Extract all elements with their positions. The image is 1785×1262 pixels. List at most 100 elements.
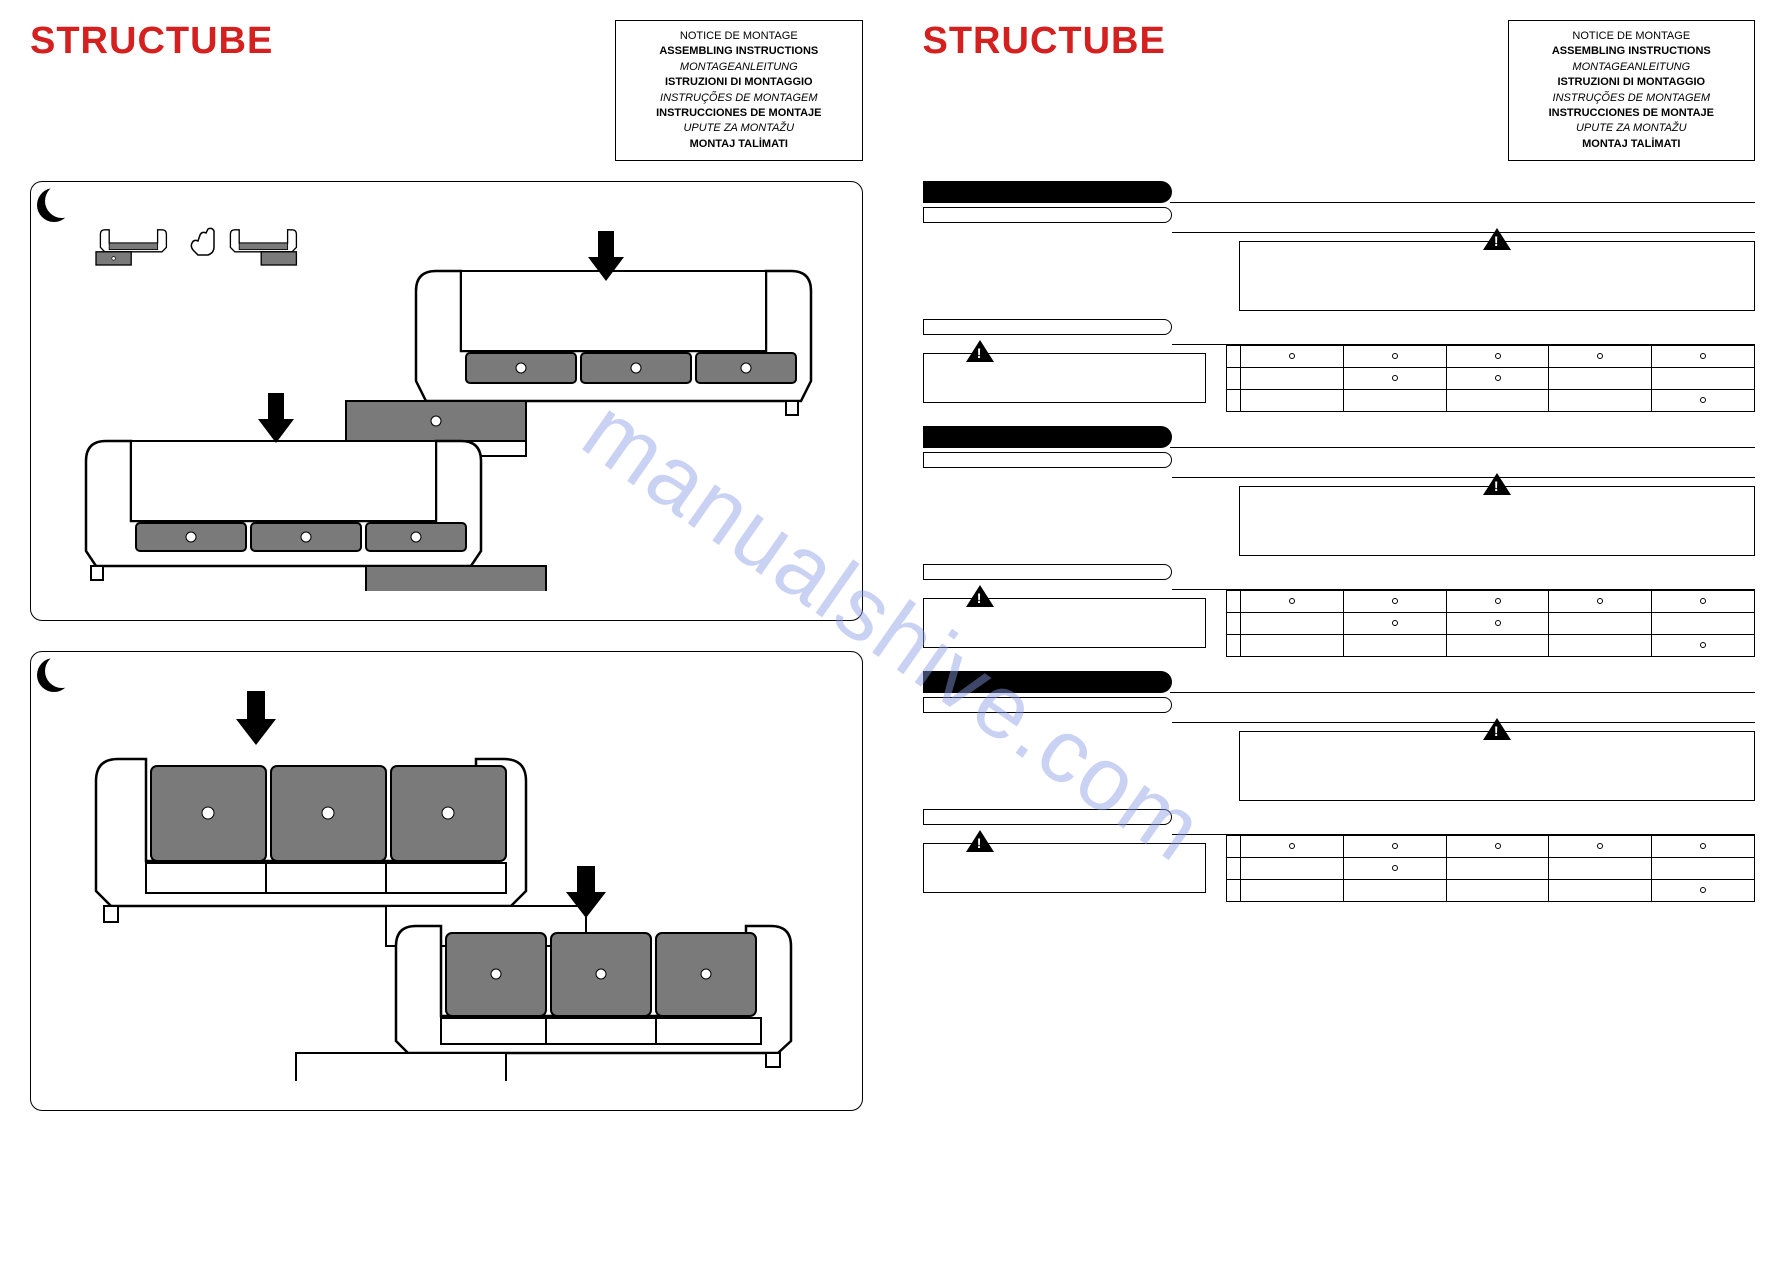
dot-icon bbox=[1495, 375, 1501, 381]
section-header-bar bbox=[923, 181, 1756, 203]
warning-box bbox=[1239, 241, 1755, 311]
table-cell bbox=[1241, 613, 1344, 635]
warning-box bbox=[923, 353, 1206, 403]
table-cell bbox=[1446, 346, 1549, 368]
dot-icon bbox=[1392, 620, 1398, 626]
table-cell bbox=[1446, 858, 1549, 880]
dot-icon bbox=[1495, 843, 1501, 849]
dot-icon bbox=[1392, 375, 1398, 381]
spec-table bbox=[1226, 345, 1755, 412]
table-cell bbox=[1343, 368, 1446, 390]
lang-line: ISTRUZIONI DI MONTAGGIO bbox=[1549, 75, 1714, 90]
table-cell bbox=[1446, 368, 1549, 390]
dot-icon bbox=[1597, 598, 1603, 604]
dot-icon bbox=[1495, 598, 1501, 604]
table-cell bbox=[1652, 635, 1755, 657]
table-cell bbox=[1652, 346, 1755, 368]
assembly-step-panel bbox=[30, 181, 863, 621]
table-cell bbox=[1652, 858, 1755, 880]
brand-logo: STRUCTUBE bbox=[30, 20, 273, 63]
lang-line: NOTICE DE MONTAGE bbox=[1549, 29, 1714, 44]
dot-icon bbox=[1392, 353, 1398, 359]
lang-line: INSTRUCCIONES DE MONTAJE bbox=[656, 106, 821, 121]
table-cell bbox=[1446, 591, 1549, 613]
lang-line: MONTAJ TALİMATI bbox=[656, 137, 821, 152]
section-header-bar bbox=[923, 426, 1756, 448]
table-cell bbox=[1446, 635, 1549, 657]
table-cell bbox=[1226, 836, 1241, 858]
dot-icon bbox=[1597, 843, 1603, 849]
table-cell bbox=[1241, 346, 1344, 368]
table-cell bbox=[1226, 390, 1241, 412]
table-cell bbox=[1652, 368, 1755, 390]
assembly-step-panel bbox=[30, 651, 863, 1111]
section-subheader-bar bbox=[923, 564, 1756, 590]
warning-icon bbox=[1483, 473, 1511, 495]
lang-line: MONTAGEANLEITUNG bbox=[656, 60, 821, 75]
table-cell bbox=[1652, 880, 1755, 902]
lang-line: ASSEMBLING INSTRUCTIONS bbox=[1549, 44, 1714, 59]
language-box: NOTICE DE MONTAGE ASSEMBLING INSTRUCTION… bbox=[615, 20, 862, 161]
dot-icon bbox=[1289, 843, 1295, 849]
dot-icon bbox=[1700, 353, 1706, 359]
table-cell bbox=[1241, 390, 1344, 412]
table-cell bbox=[1652, 591, 1755, 613]
table-cell bbox=[1226, 613, 1241, 635]
spec-sections bbox=[923, 181, 1756, 902]
table-cell bbox=[1549, 858, 1652, 880]
warning-box bbox=[923, 598, 1206, 648]
section-subheader-bar bbox=[923, 207, 1756, 233]
table-cell bbox=[1343, 591, 1446, 613]
warning-icon bbox=[1483, 718, 1511, 740]
spec-section bbox=[923, 181, 1756, 412]
table-cell bbox=[1241, 591, 1344, 613]
table-cell bbox=[1549, 390, 1652, 412]
table-cell bbox=[1446, 880, 1549, 902]
dot-icon bbox=[1700, 887, 1706, 893]
table-cell bbox=[1226, 635, 1241, 657]
warning-box bbox=[923, 843, 1206, 893]
dot-icon bbox=[1597, 353, 1603, 359]
spec-table bbox=[1226, 590, 1755, 657]
section-subheader-bar bbox=[923, 697, 1756, 723]
warning-icon bbox=[1483, 228, 1511, 250]
table-cell bbox=[1446, 390, 1549, 412]
section-header-bar bbox=[923, 671, 1756, 693]
page-header: STRUCTUBE NOTICE DE MONTAGE ASSEMBLING I… bbox=[923, 20, 1756, 161]
table-cell bbox=[1549, 635, 1652, 657]
warning-icon bbox=[966, 830, 994, 852]
sofa-seat-cushion-diagram bbox=[66, 211, 826, 591]
table-cell bbox=[1226, 858, 1241, 880]
dot-icon bbox=[1495, 353, 1501, 359]
page-right: STRUCTUBE NOTICE DE MONTAGE ASSEMBLING I… bbox=[893, 0, 1785, 1262]
table-cell bbox=[1343, 836, 1446, 858]
lang-line: INSTRUÇÕES DE MONTAGEM bbox=[656, 91, 821, 106]
dot-icon bbox=[1289, 598, 1295, 604]
lang-line: MONTAGEANLEITUNG bbox=[1549, 60, 1714, 75]
dot-icon bbox=[1700, 397, 1706, 403]
lang-line: INSTRUÇÕES DE MONTAGEM bbox=[1549, 91, 1714, 106]
dot-icon bbox=[1289, 353, 1295, 359]
page-header: STRUCTUBE NOTICE DE MONTAGE ASSEMBLING I… bbox=[30, 20, 863, 161]
dot-icon bbox=[1495, 620, 1501, 626]
warning-icon bbox=[966, 340, 994, 362]
spec-table bbox=[1226, 835, 1755, 902]
dot-icon bbox=[1392, 843, 1398, 849]
dot-icon bbox=[1392, 865, 1398, 871]
table-cell bbox=[1343, 635, 1446, 657]
table-cell bbox=[1652, 613, 1755, 635]
spec-section bbox=[923, 426, 1756, 657]
dot-icon bbox=[1700, 843, 1706, 849]
section-subheader-bar bbox=[923, 452, 1756, 478]
table-cell bbox=[1549, 613, 1652, 635]
table-cell bbox=[1549, 836, 1652, 858]
lang-line: UPUTE ZA MONTAŽU bbox=[656, 121, 821, 136]
table-cell bbox=[1226, 346, 1241, 368]
page-left: STRUCTUBE NOTICE DE MONTAGE ASSEMBLING I… bbox=[0, 0, 893, 1262]
step-badge-icon bbox=[37, 658, 71, 692]
table-cell bbox=[1241, 836, 1344, 858]
dot-icon bbox=[1700, 598, 1706, 604]
lang-line: MONTAJ TALİMATI bbox=[1549, 137, 1714, 152]
spec-row bbox=[923, 345, 1756, 412]
table-cell bbox=[1343, 390, 1446, 412]
